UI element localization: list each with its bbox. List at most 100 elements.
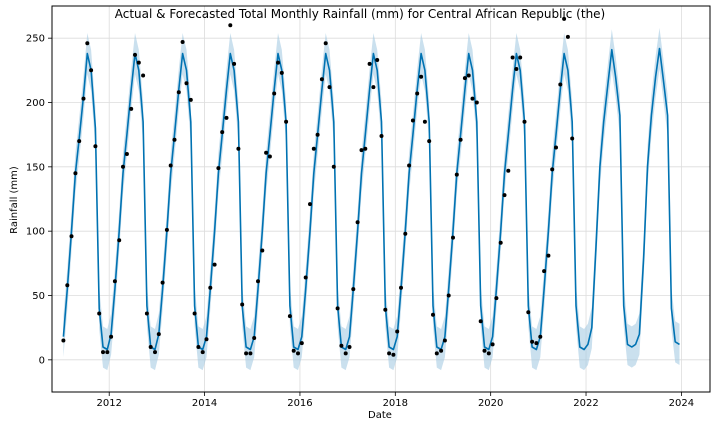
actual-data-point [148,345,153,349]
actual-data-point [422,119,427,124]
actual-data-point [97,311,102,316]
actual-data-point [482,348,487,353]
actual-data-point [442,338,447,343]
actual-data-point [462,76,467,81]
actual-data-point [407,163,412,168]
actual-data-point [188,97,193,102]
actual-data-point [256,279,260,284]
actual-data-point [69,234,74,239]
actual-data-point [180,40,185,44]
actual-data-point [308,202,312,207]
actual-data-point [486,351,491,356]
actual-data-point [570,136,575,141]
actual-data-point [248,351,253,356]
actual-data-point [105,350,110,355]
actual-data-point [391,352,396,357]
actual-data-point [61,338,66,343]
actual-data-point [85,41,90,46]
actual-points [61,16,575,357]
x-axis-label: Date [368,410,392,421]
actual-data-point [451,235,455,240]
actual-data-point [291,348,296,353]
actual-data-point [498,240,503,245]
actual-data-point [315,132,320,137]
actual-data-point [351,287,356,292]
actual-data-point [399,285,403,290]
actual-data-point [514,67,519,71]
actual-data-point [153,350,157,355]
actual-data-point [558,82,563,87]
actual-data-point [212,262,217,267]
actual-data-point [164,227,169,232]
actual-data-point [204,337,209,342]
actual-data-point [136,60,141,65]
actual-data-point [470,96,475,101]
actual-data-point [311,146,316,151]
actual-data-point [260,248,265,253]
actual-data-point [279,70,284,75]
actual-data-point [367,61,372,66]
actual-data-point [339,343,344,348]
x-tick-label: 2024 [669,398,694,409]
actual-data-point [124,152,129,156]
actual-data-point [454,172,459,177]
actual-data-point [431,312,435,317]
actual-data-point [565,34,570,39]
actual-data-point [410,118,415,123]
actual-data-point [530,339,535,344]
actual-data-point [506,168,511,173]
actual-data-point [439,348,444,353]
x-tick-label: 2012 [96,398,121,409]
actual-data-point [490,342,495,347]
actual-data-point [287,314,292,319]
y-tick-label: 150 [26,162,45,173]
actual-data-point [363,146,368,151]
actual-data-point [276,60,280,65]
actual-data-point [208,285,213,290]
actual-data-point [129,106,134,111]
actual-data-point [196,345,201,349]
actual-data-point [236,146,241,151]
actual-data-point [77,139,82,144]
y-tick-label: 50 [32,291,45,302]
actual-data-point [112,279,117,284]
actual-data-point [109,334,114,339]
actual-data-point [327,85,332,90]
actual-data-point [403,231,408,236]
actual-data-point [387,351,392,356]
actual-data-point [232,61,237,66]
forecast-line [62,47,680,351]
actual-data-point [323,41,328,46]
actual-data-point [267,154,272,159]
actual-data-point [474,100,479,105]
actual-data-point [73,171,78,176]
actual-data-point [355,220,360,225]
actual-data-point [168,163,173,168]
actual-data-point [371,85,376,90]
actual-data-point [172,137,177,142]
chart-title: Actual & Forecasted Total Monthly Rainfa… [114,7,606,21]
actual-data-point [299,341,304,346]
actual-data-point [200,350,205,355]
x-tick-label: 2014 [192,398,217,409]
actual-data-point [93,144,98,149]
actual-data-point [383,307,388,312]
x-tick-label: 2016 [287,398,312,409]
y-tick-label: 0 [39,355,45,366]
y-axis-label: Rainfall (mm) [9,166,20,234]
actual-data-point [65,283,70,288]
actual-data-point [144,311,149,316]
actual-data-point [89,68,94,73]
actual-data-point [446,293,451,298]
actual-data-point [458,137,463,142]
actual-data-point [434,351,439,356]
y-axis-ticks: 0 50 100 150 200 250 [26,34,52,366]
plot-frame [51,5,711,393]
actual-data-point [141,73,146,78]
actual-data-point [240,302,245,307]
actual-data-point [224,115,229,120]
actual-data-point [502,193,507,198]
actual-data-point [510,55,515,60]
actual-data-point [335,306,340,311]
